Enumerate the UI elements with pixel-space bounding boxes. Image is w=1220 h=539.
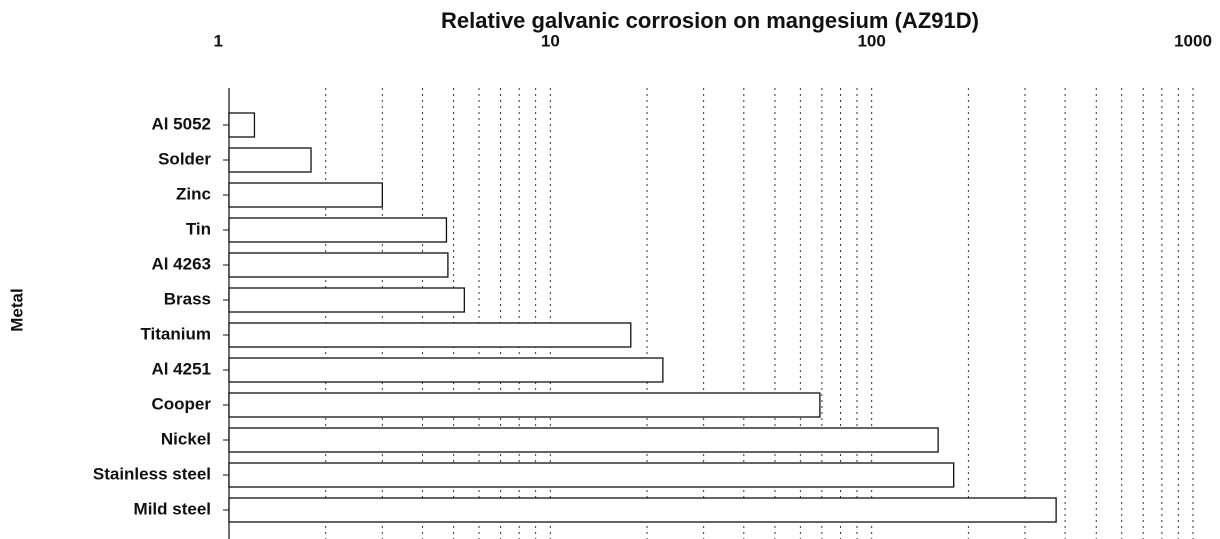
bar (228, 427, 939, 453)
chart-title: Relative galvanic corrosion on mangesium… (441, 8, 979, 33)
bar (228, 147, 312, 173)
y-tick-label: Nickel (161, 429, 211, 448)
y-tick-label: Brass (164, 289, 211, 308)
bar (228, 357, 664, 383)
y-tick-label: Cooper (152, 394, 212, 413)
y-tick-label: Solder (158, 149, 211, 168)
y-tick-label: Al 4263 (151, 254, 211, 273)
bar (228, 112, 256, 138)
bar (228, 322, 632, 348)
x-tick-label: 10 (541, 31, 560, 50)
y-tick-label: Titanium (140, 324, 211, 343)
y-tick-label: Stainless steel (93, 464, 211, 483)
x-tick-label: 1000 (1174, 31, 1212, 50)
bar (228, 217, 448, 243)
x-tick-label: 1 (214, 31, 223, 50)
y-axis-label: Metal (7, 288, 26, 331)
y-tick-label: Al 4251 (151, 359, 211, 378)
bar (228, 392, 821, 418)
y-tick-label: Al 5052 (151, 114, 211, 133)
bar (228, 462, 955, 488)
y-tick-label: Mild steel (134, 499, 211, 518)
y-tick-label: Tin (186, 219, 211, 238)
bar (228, 182, 383, 208)
bar (228, 497, 1057, 523)
x-tick-label: 100 (857, 31, 885, 50)
bar (228, 287, 465, 313)
y-tick-label: Zinc (176, 184, 211, 203)
bar (228, 252, 449, 278)
